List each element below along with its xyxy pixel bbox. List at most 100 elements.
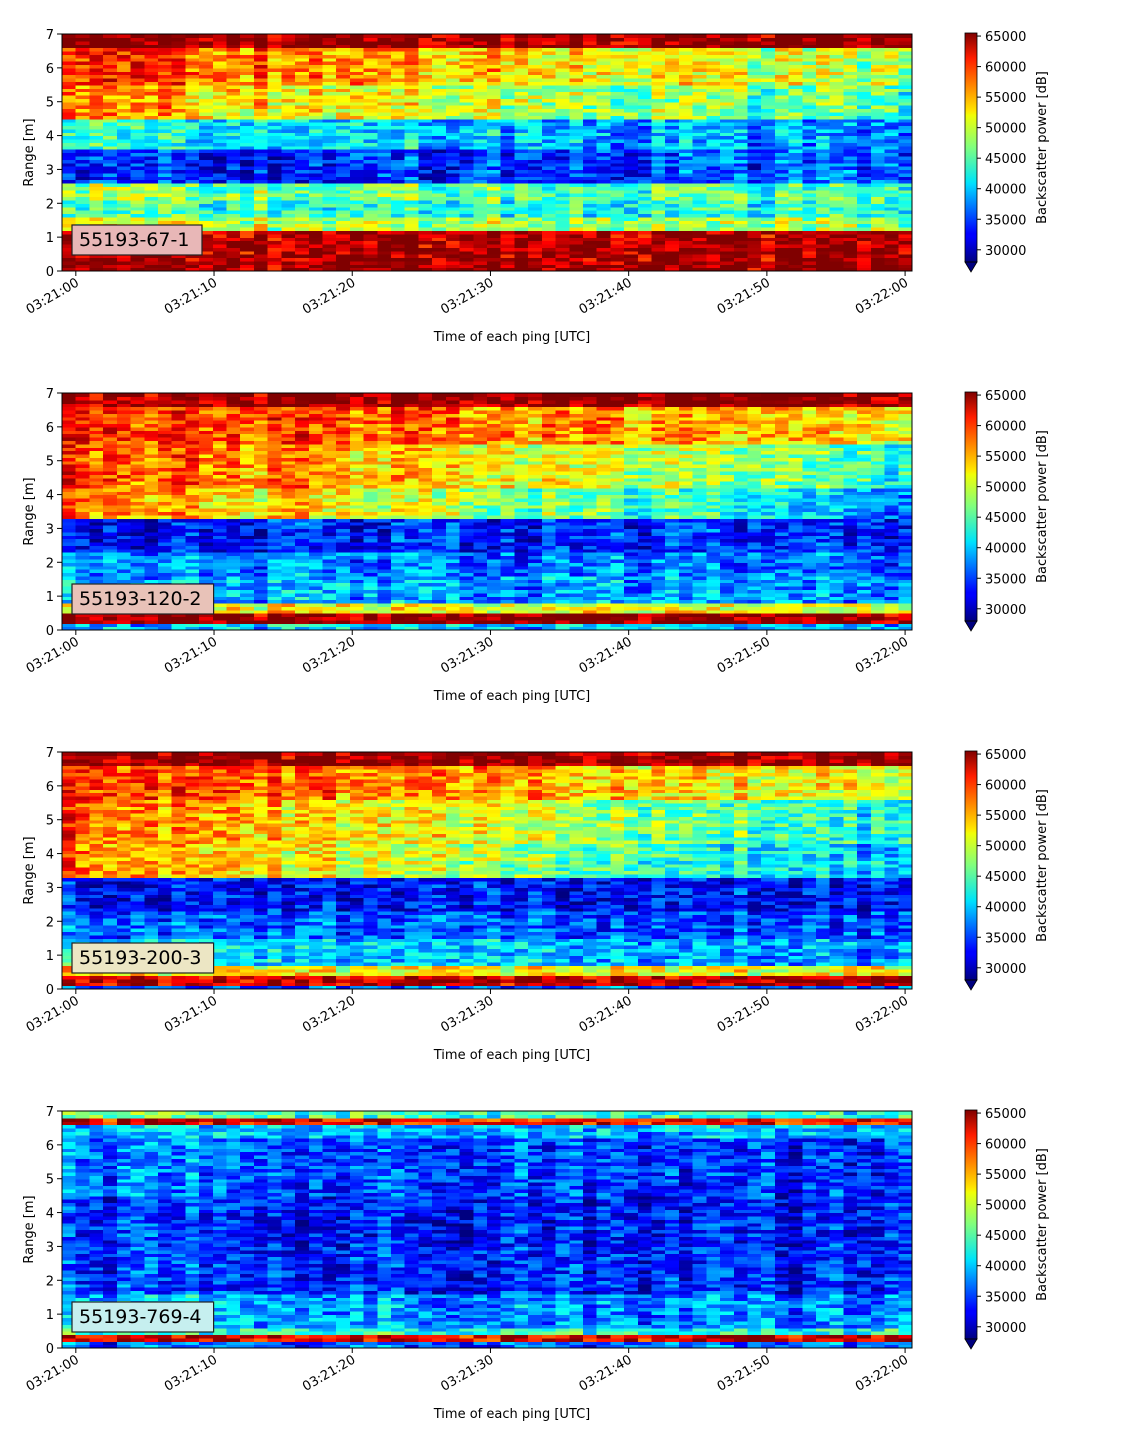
heatmap-cell <box>638 34 652 38</box>
heatmap-cell <box>336 34 350 38</box>
colorbar-label: Backscatter power [dB] <box>1035 71 1050 224</box>
x-tick-label: 03:21:40 <box>577 275 635 317</box>
colorbar-tick-label: 45000 <box>985 152 1026 167</box>
heatmap-cell <box>172 34 186 38</box>
heatmap-cell <box>514 34 528 38</box>
heatmap-cell <box>418 34 432 38</box>
heatmap-cell <box>295 34 309 38</box>
heatmap-cell <box>624 34 638 38</box>
x-tick-label: 03:21:00 <box>24 275 82 317</box>
heatmap-cell <box>706 34 720 38</box>
heatmap-cell <box>446 34 460 38</box>
heatmap-cell <box>802 34 816 38</box>
y-tick-label: 4 <box>46 130 54 145</box>
heatmap-cell <box>679 34 693 38</box>
colorbar-tick-label: 55000 <box>985 91 1026 106</box>
y-tick-label: 3 <box>46 163 54 178</box>
y-tick-label: 0 <box>46 265 54 280</box>
heatmap-cell <box>309 34 323 38</box>
heatmap-cell <box>117 393 131 397</box>
heatmap-cell <box>542 34 556 38</box>
heatmap-cell <box>322 34 336 38</box>
heatmap-cell <box>144 393 158 397</box>
colorbar-tick-label: 60000 <box>985 61 1026 76</box>
colorbar-extend-arrow <box>965 262 977 272</box>
heatmap-cell <box>693 34 707 38</box>
heatmap-cell <box>391 34 405 38</box>
heatmap-cell <box>144 34 158 38</box>
chart-panel-2: 0123456703:21:00 03:21:10 03:21:20 03:21:30… <box>22 387 1050 704</box>
x-tick-label: 03:21:50 <box>715 275 773 317</box>
label-box-text: 55193-67-1 <box>79 229 189 251</box>
y-tick-label: 7 <box>46 28 54 43</box>
heatmap-cell <box>597 34 611 38</box>
x-tick-label: 03:22:00 <box>853 275 911 317</box>
y-tick-label: 2 <box>46 197 54 212</box>
heatmap-cell <box>117 34 131 38</box>
x-tick-label: 03:21:30 <box>438 275 496 317</box>
heatmap-cell <box>885 34 899 38</box>
heatmap-cell <box>254 34 268 38</box>
x-tick-label: 03:21:20 <box>300 275 358 317</box>
heatmap-cell <box>830 34 844 38</box>
heatmap-cell <box>364 34 378 38</box>
heatmap-cell <box>158 393 172 397</box>
y-tick-label: 5 <box>46 96 54 111</box>
y-axis-label: Range [m] <box>22 118 37 186</box>
colorbar-tick-label: 50000 <box>985 122 1026 137</box>
heatmap-cell <box>857 34 871 38</box>
heatmap-cell <box>569 34 583 38</box>
colorbar <box>965 33 977 262</box>
heatmap-cell <box>528 34 542 38</box>
x-axis-label: Time of each ping [UTC] <box>433 330 591 345</box>
heatmap-cell <box>199 34 213 38</box>
heatmap-cell <box>405 34 419 38</box>
heatmap-cell <box>652 34 666 38</box>
heatmap-cell <box>775 34 789 38</box>
heatmap-cell <box>76 393 90 397</box>
heatmap-cell <box>89 34 103 38</box>
heatmap-cell <box>720 34 734 38</box>
heatmap-cell <box>610 34 624 38</box>
heatmap-cell <box>213 34 227 38</box>
heatmap-cell <box>103 393 117 397</box>
heatmap-cell <box>789 34 803 38</box>
colorbar-tick-label: 65000 <box>985 30 1026 45</box>
y-tick-label: 6 <box>46 62 54 77</box>
heatmap-cell <box>432 34 446 38</box>
heatmap-cell <box>501 34 515 38</box>
heatmap-cell <box>473 34 487 38</box>
heatmap-cell <box>185 34 199 38</box>
heatmap-cell <box>103 34 117 38</box>
heatmap-cell <box>843 34 857 38</box>
heatmap-cell <box>898 34 912 38</box>
dataset-label-box: 55193-67-1 <box>72 225 202 255</box>
heatmap-cell <box>89 393 103 397</box>
heatmap-cell <box>761 34 775 38</box>
heatmap-cell <box>131 393 145 397</box>
colorbar-tick-label: 30000 <box>985 244 1026 259</box>
heatmap-cell <box>747 34 761 38</box>
heatmap-cell <box>665 34 679 38</box>
colorbar-tick-label: 40000 <box>985 183 1026 198</box>
heatmap-cell <box>281 34 295 38</box>
heatmap-cell <box>871 34 885 38</box>
heatmap-cell <box>76 34 90 38</box>
heatmap-cell <box>583 34 597 38</box>
heatmap-cell <box>350 34 364 38</box>
heatmap-cell <box>240 34 254 38</box>
x-tick-label: 03:21:10 <box>162 275 220 317</box>
heatmap-cell <box>734 34 748 38</box>
colorbar-tick-label: 35000 <box>985 213 1026 228</box>
heatmap-cell <box>377 34 391 38</box>
heatmap-cell <box>816 34 830 38</box>
heatmap-cell <box>227 34 241 38</box>
heatmap-cell <box>158 34 172 38</box>
heatmap-cell <box>460 34 474 38</box>
heatmap-cell <box>268 34 282 38</box>
heatmap-cell <box>62 393 76 397</box>
chart-panel-1: 0 1 2 3 4 5 6 7 03:21:00 03:21:10 03:21:20 03:21:30… <box>22 28 1050 345</box>
y-tick-label: 1 <box>46 231 54 246</box>
heatmap-cell <box>487 34 501 38</box>
